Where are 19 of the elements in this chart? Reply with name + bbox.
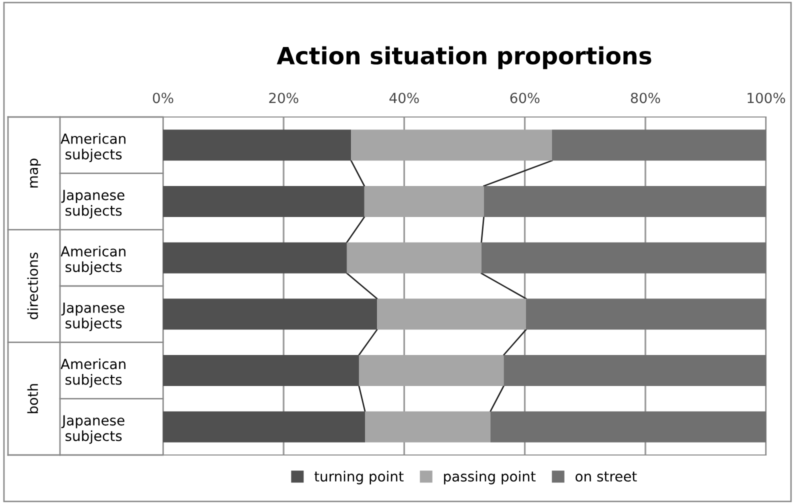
y-tick-label: American subjects	[60, 246, 126, 275]
x-tick-label: 40%	[389, 92, 419, 104]
y-tick-label: Japanese subjects	[61, 190, 124, 218]
text: map	[30, 158, 41, 188]
x-tick-label: 100%	[748, 92, 786, 104]
y-tick-label: American subjects	[60, 358, 126, 388]
y-tick-label: Japanese subjects	[61, 302, 124, 332]
legend-label: on street	[576, 472, 637, 482]
x-tick-label: 20%	[269, 92, 298, 104]
legend-label: passing point	[444, 470, 536, 484]
x-tick-label: 60%	[510, 92, 540, 104]
legend-label: turning point	[314, 470, 404, 484]
chart-title: Action situation proportions	[276, 46, 652, 70]
y-tick-label: Japanese subjects	[61, 415, 124, 444]
x-tick-label: 80%	[630, 92, 660, 104]
text: both	[27, 384, 38, 414]
x-tick-label: 0%	[152, 92, 174, 104]
text: directions	[27, 252, 38, 320]
y-tick-label: American subjects	[60, 133, 126, 162]
